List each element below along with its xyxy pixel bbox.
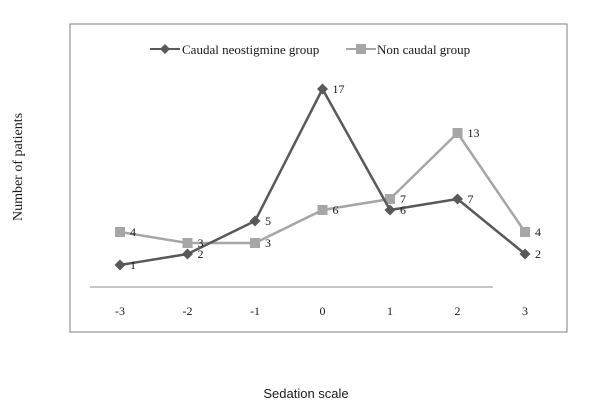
- data-point-diamond: [452, 193, 463, 205]
- data-label-series-1: 7: [468, 192, 474, 206]
- legend: Caudal neostigmine group Non caudal grou…: [150, 42, 470, 57]
- data-label-series-2: 4: [130, 225, 136, 239]
- data-label-series-1: 1: [130, 258, 136, 272]
- x-tick-label: 0: [320, 304, 326, 318]
- legend-item-series-2: Non caudal group: [346, 42, 470, 57]
- data-point-diamond: [182, 248, 193, 260]
- x-tick-label: -3: [115, 304, 125, 318]
- data-point-diamond: [249, 215, 261, 227]
- x-tick-label: 3: [522, 304, 528, 318]
- data-label-series-2: 4: [535, 225, 541, 239]
- y-axis-title: Number of patients: [11, 113, 26, 221]
- series-layer: [114, 83, 531, 271]
- x-tick-label: -1: [250, 304, 260, 318]
- data-label-series-2: 13: [468, 126, 480, 140]
- data-label-series-1: 2: [535, 247, 541, 261]
- data-label-series-2: 3: [198, 236, 204, 250]
- data-point-square: [385, 194, 395, 204]
- data-point-square: [317, 205, 328, 215]
- legend-square-marker: [356, 44, 366, 54]
- x-tick-labels: -3 -2 -1 0 1 2 3: [115, 304, 528, 318]
- legend-diamond-marker: [160, 44, 170, 54]
- data-point-diamond: [519, 248, 531, 260]
- data-point-diamond: [317, 83, 328, 95]
- series-1: [114, 83, 531, 271]
- data-label-series-2: 6: [333, 203, 339, 217]
- data-point-diamond: [384, 204, 396, 216]
- data-label-series-1: 6: [400, 203, 406, 217]
- data-point-square: [182, 238, 193, 248]
- x-tick-label: -2: [183, 304, 193, 318]
- data-label-series-1: 5: [265, 214, 271, 228]
- plot-frame: [69, 23, 568, 333]
- x-tick-label: 1: [387, 304, 393, 318]
- legend-label-series-1: Caudal neostigmine group: [182, 42, 319, 57]
- data-point-square: [452, 128, 463, 138]
- data-label-series-2: 7: [400, 192, 406, 206]
- data-label-series-2: 3: [265, 236, 271, 250]
- data-label-series-1: 2: [198, 247, 204, 261]
- data-label-series-1: 17: [333, 82, 345, 96]
- data-point-square: [115, 227, 125, 237]
- series-2: [115, 128, 530, 248]
- legend-item-series-1: Caudal neostigmine group: [150, 42, 319, 57]
- data-point-diamond: [114, 259, 126, 271]
- x-tick-label: 2: [455, 304, 461, 318]
- data-point-square: [250, 238, 260, 248]
- data-point-square: [520, 227, 530, 237]
- x-axis-title: Sedation scale: [263, 386, 348, 401]
- legend-label-series-2: Non caudal group: [377, 42, 470, 57]
